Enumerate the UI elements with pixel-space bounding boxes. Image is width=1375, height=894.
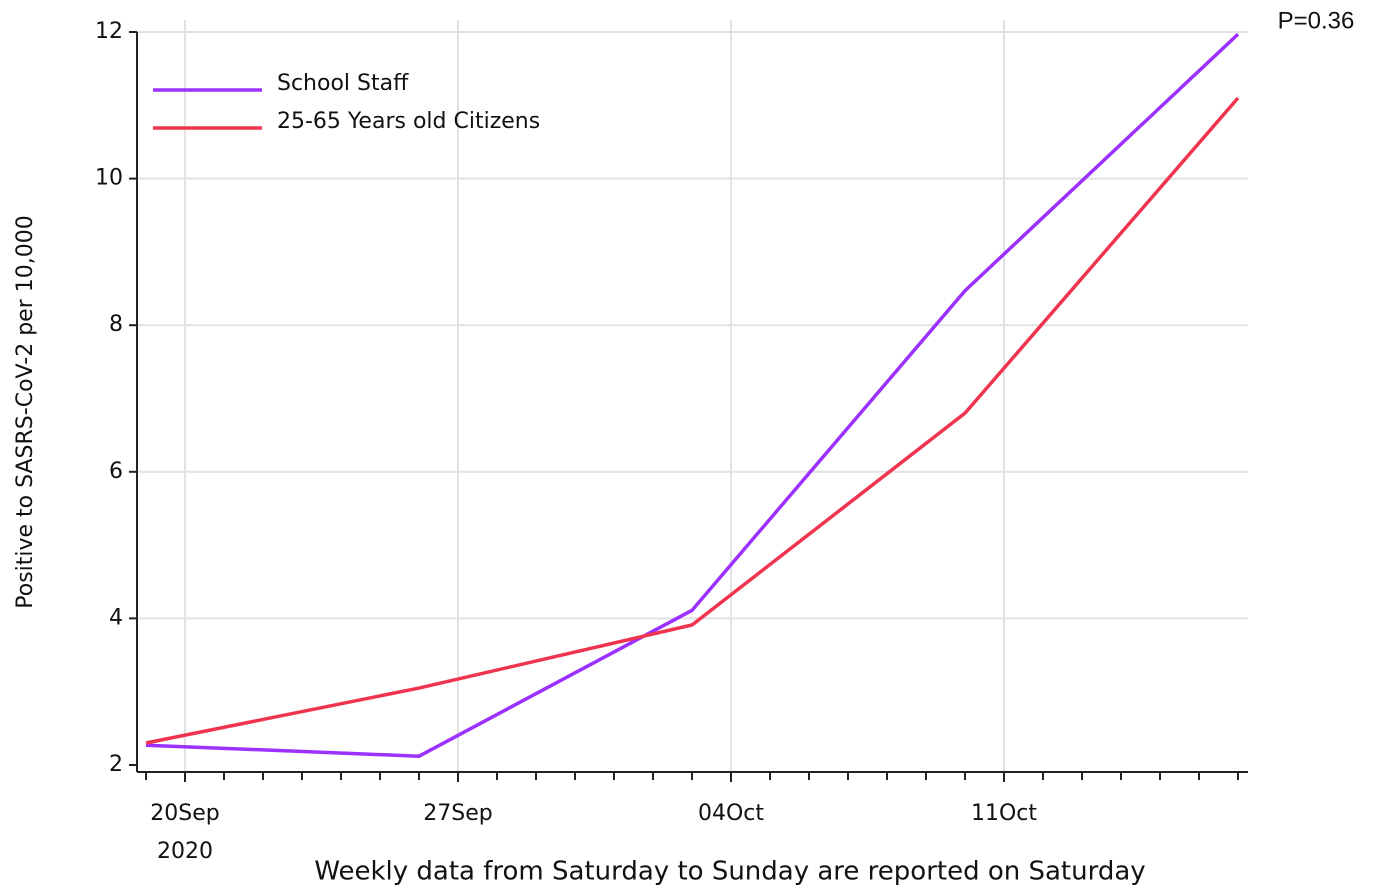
y-axis-label: Positive to SASRS-CoV-2 per 10,000 <box>13 215 38 609</box>
x-tick-label: 20Sep <box>150 801 219 826</box>
y-tick-label: 2 <box>109 752 123 777</box>
x-tick-label: 27Sep <box>423 801 492 826</box>
y-tick-label: 8 <box>109 312 123 337</box>
x-tick-label: 04Oct <box>698 801 764 826</box>
x-axis-label: Weekly data from Saturday to Sunday are … <box>314 857 1145 887</box>
line-series <box>145 96 1240 745</box>
legend-label: 25-65 Years old Citizens <box>277 109 540 134</box>
y-tick-label: 6 <box>109 459 123 484</box>
x-year-label: 2020 <box>157 839 213 864</box>
y-tick-label: 10 <box>95 166 123 191</box>
y-tick-label: 12 <box>95 19 123 44</box>
annotation: P=0.36 <box>1278 7 1355 34</box>
x-tick-label: 11Oct <box>971 801 1037 826</box>
line-series <box>145 32 1240 758</box>
y-tick-label: 4 <box>109 605 123 630</box>
legend-label: School Staff <box>277 71 409 96</box>
